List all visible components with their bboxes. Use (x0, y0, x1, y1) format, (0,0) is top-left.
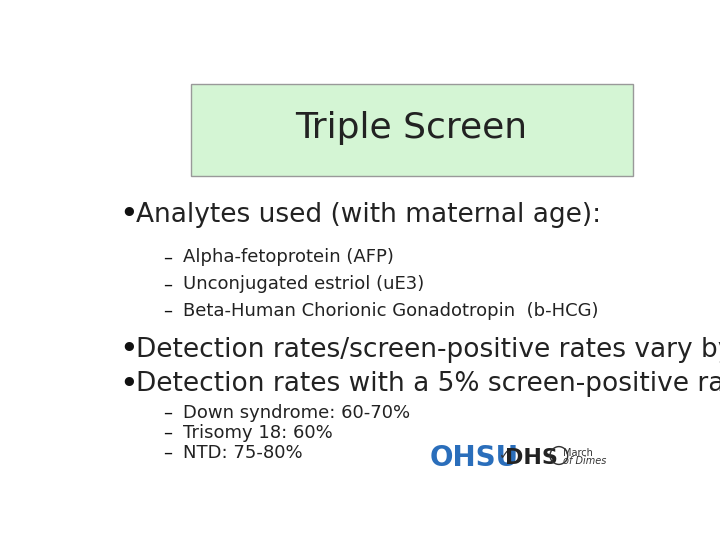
Text: Beta-Human Chorionic Gonadotropin  (b-HCG): Beta-Human Chorionic Gonadotropin (b-HCG… (183, 302, 598, 320)
FancyBboxPatch shape (191, 84, 632, 177)
Text: OHSU: OHSU (429, 443, 518, 471)
Text: •: • (120, 334, 138, 365)
Text: Unconjugated estriol (uE3): Unconjugated estriol (uE3) (183, 275, 424, 293)
Text: NTD: 75-80%: NTD: 75-80% (183, 444, 302, 462)
Text: March: March (563, 448, 593, 458)
Text: •: • (120, 369, 138, 400)
Text: –: – (163, 404, 173, 422)
Text: Trisomy 18: 60%: Trisomy 18: 60% (183, 424, 333, 442)
Text: Analytes used (with maternal age):: Analytes used (with maternal age): (137, 202, 602, 228)
Text: DHS: DHS (505, 448, 558, 468)
Text: Detection rates with a 5% screen-positive rate: Detection rates with a 5% screen-positiv… (137, 372, 720, 397)
Text: –: – (163, 248, 173, 266)
Text: Down syndrome: 60-70%: Down syndrome: 60-70% (183, 404, 410, 422)
Text: –: – (163, 302, 173, 320)
Text: Detection rates/screen-positive rates vary by lab: Detection rates/screen-positive rates va… (137, 337, 720, 363)
Text: Alpha-fetoprotein (AFP): Alpha-fetoprotein (AFP) (183, 248, 394, 266)
Text: –: – (163, 424, 173, 442)
Text: •: • (120, 199, 138, 231)
Text: Triple Screen: Triple Screen (296, 111, 528, 145)
Text: ✓: ✓ (498, 448, 510, 462)
Text: of Dimes: of Dimes (563, 456, 606, 465)
Text: –: – (163, 444, 173, 462)
Text: –: – (163, 275, 173, 293)
Text: ○: ○ (547, 443, 569, 467)
